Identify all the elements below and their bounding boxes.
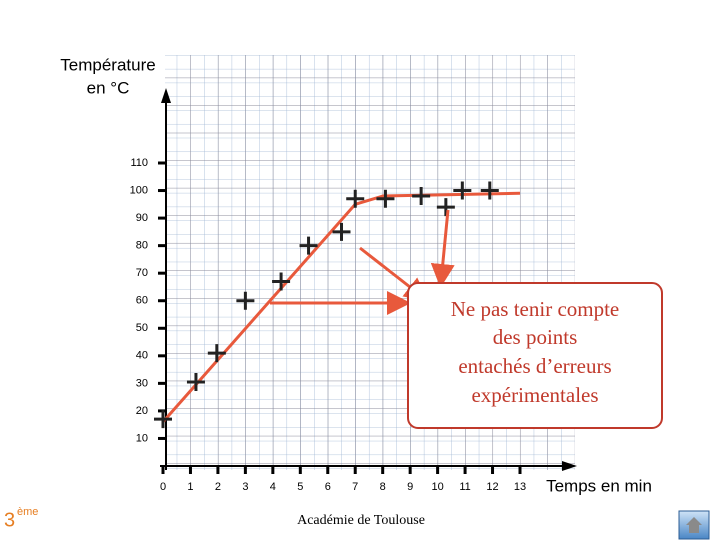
y-tick-label: 20: [136, 405, 148, 417]
data-point: [412, 187, 431, 206]
data-point: [480, 181, 499, 200]
callout-text: Ne pas tenir compte: [451, 297, 620, 321]
data-point: [272, 272, 291, 291]
callout-text: des points: [493, 325, 578, 349]
fit-line: [161, 191, 521, 423]
home-icon[interactable]: [686, 517, 702, 533]
x-tick-label: 7: [352, 481, 358, 493]
y-tick-label: 60: [136, 295, 148, 307]
level-sup: ème: [17, 506, 38, 518]
y-tick-label: 90: [136, 212, 148, 224]
y-axis-arrow: [161, 88, 171, 103]
x-axis-label: Temps en min: [546, 476, 652, 495]
y-tick-label: 80: [136, 240, 148, 252]
academy: Académie de Toulouse: [297, 513, 425, 528]
x-tick-label: 8: [380, 481, 386, 493]
y-axis-label: en °C: [87, 78, 130, 97]
level: 3: [4, 509, 15, 531]
arrow: [430, 209, 455, 288]
callout-box: [407, 282, 663, 429]
x-tick-label: 13: [514, 481, 526, 493]
x-tick-label: 11: [459, 481, 470, 493]
x-tick-label: 3: [242, 481, 248, 493]
x-tick-label: 5: [297, 481, 303, 493]
y-tick-label: 50: [136, 322, 148, 334]
data-point: [186, 372, 205, 391]
x-tick-label: 0: [160, 481, 166, 493]
x-tick-label: 9: [407, 481, 413, 493]
data-point: [332, 222, 351, 241]
callout-text: expérimentales: [471, 383, 598, 407]
y-tick-label: 100: [130, 184, 148, 196]
data-point: [436, 198, 455, 217]
data-point: [236, 291, 255, 310]
data-point: [207, 344, 226, 363]
data-point: [299, 236, 318, 255]
x-tick-label: 12: [486, 481, 498, 493]
home-button[interactable]: [678, 510, 710, 540]
callout-text: entachés d’erreurs: [458, 354, 611, 378]
x-tick-label: 2: [215, 481, 221, 493]
x-tick-label: 1: [187, 481, 193, 493]
data-point: [453, 181, 472, 200]
y-tick-label: 40: [136, 350, 148, 362]
x-tick-label: 4: [270, 481, 276, 493]
data-point: [154, 410, 172, 429]
data-point: [346, 189, 365, 208]
y-axis-label: Température: [60, 55, 155, 74]
y-tick-label: 110: [130, 157, 148, 169]
data-point: [376, 189, 395, 208]
x-axis-arrow: [562, 461, 577, 471]
y-tick-label: 10: [136, 432, 148, 444]
y-tick-label: 70: [136, 267, 148, 279]
y-tick-label: 30: [136, 377, 148, 389]
x-tick-label: 10: [431, 481, 443, 493]
x-tick-label: 6: [325, 481, 331, 493]
